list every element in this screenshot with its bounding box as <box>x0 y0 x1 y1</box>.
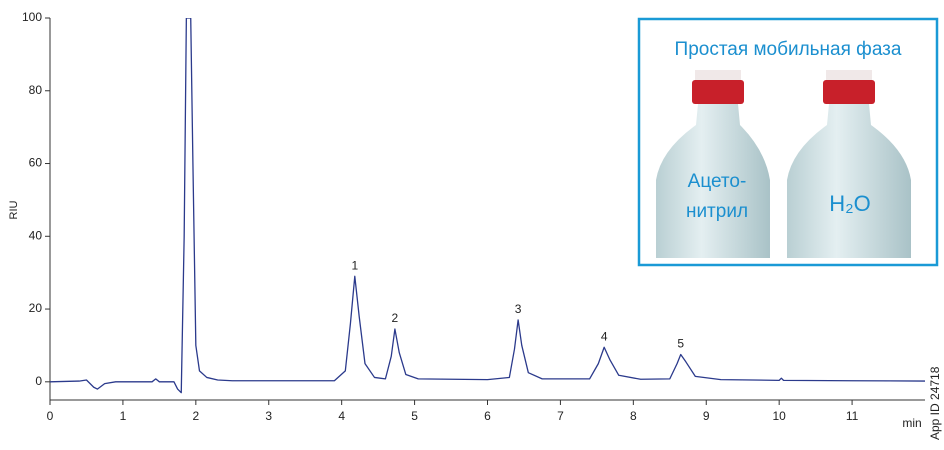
peak-label: 4 <box>601 329 608 343</box>
x-tick-label: 4 <box>338 409 345 423</box>
y-tick-label: 20 <box>29 301 43 315</box>
y-tick-label: 60 <box>29 156 43 170</box>
y-tick-label: 0 <box>35 374 42 388</box>
x-tick-label: 11 <box>846 409 859 423</box>
peak-label: 3 <box>515 302 522 316</box>
y-tick-label: 100 <box>22 10 42 24</box>
y-tick-label: 40 <box>29 228 43 242</box>
y-tick-label: 80 <box>29 83 43 97</box>
peak-label: 1 <box>351 258 358 272</box>
x-axis-label: min <box>902 416 921 430</box>
x-tick-label: 10 <box>772 409 786 423</box>
x-tick-label: 7 <box>557 409 564 423</box>
x-tick-label: 0 <box>47 409 54 423</box>
bottle-label: H₂O <box>829 191 871 216</box>
bottle-label: нитрил <box>686 201 748 222</box>
x-tick-label: 9 <box>703 409 710 423</box>
y-axis-label: RIU <box>8 200 20 219</box>
peak-label: 2 <box>392 311 399 325</box>
x-tick-label: 1 <box>120 409 127 423</box>
x-tick-label: 6 <box>484 409 491 423</box>
side-note: App ID 24718 <box>928 366 942 440</box>
x-tick-label: 5 <box>411 409 418 423</box>
chart: RIU min App ID 24718 Простая мобильная ф… <box>0 0 944 450</box>
x-tick-label: 2 <box>192 409 199 423</box>
peak-label: 5 <box>677 337 684 351</box>
inset-title: Простая мобильная фаза <box>675 39 902 60</box>
x-tick-label: 3 <box>265 409 272 423</box>
bottle-label: Ацето- <box>688 171 747 192</box>
inset: Простая мобильная фаза Ацето- нитрил H₂O <box>639 19 937 265</box>
x-tick-label: 8 <box>630 409 637 423</box>
